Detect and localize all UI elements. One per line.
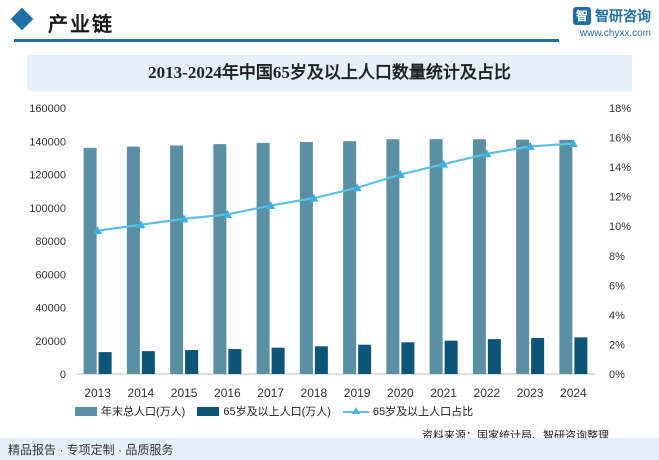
- legend-label-ratio: 65岁及以上人口占比: [372, 406, 474, 418]
- bar-total-2015: [170, 145, 184, 374]
- ratio-point-2023: [525, 141, 535, 150]
- ratio-point-2018: [309, 193, 319, 202]
- bar-total-2024: [559, 139, 573, 374]
- y-right-tick-label: 0%: [609, 369, 625, 381]
- y-left-tick-label: 20000: [35, 336, 66, 348]
- x-tick-label: 2013: [84, 386, 111, 400]
- ratio-line: [97, 142, 574, 232]
- y-right-tick-label: 6%: [609, 280, 625, 292]
- y-right-tick-label: 8%: [609, 251, 625, 263]
- diamond-icon: [10, 7, 34, 31]
- bar-total-2019: [343, 141, 357, 374]
- chart-title-banner: [27, 55, 632, 91]
- ratio-point-2016: [222, 209, 232, 218]
- legend-item-total: 年末总人口(万人): [75, 403, 185, 419]
- y-right-tick-label: 4%: [609, 310, 625, 322]
- bar-elderly-2020: [401, 342, 415, 374]
- x-tick-label: 2024: [560, 386, 587, 400]
- bar-elderly-2022: [487, 339, 501, 374]
- bar-total-2013: [83, 147, 97, 374]
- y-right-tick-label: 16%: [609, 133, 631, 145]
- chart-title: 2013-2024年中国65岁及以上人口数量统计及占比: [148, 63, 511, 82]
- y-left-tick-label: 60000: [35, 269, 66, 281]
- bar-elderly-2024: [574, 337, 588, 374]
- x-tick-label: 2020: [387, 386, 414, 400]
- brand-logo-icon: 智: [573, 7, 591, 25]
- legend-swatch-total: [75, 406, 97, 416]
- y-right-tick-label: 18%: [609, 103, 631, 115]
- bar-total-2017: [256, 142, 270, 374]
- y-left-tick-label: 120000: [29, 170, 66, 182]
- bar-total-2018: [299, 142, 313, 374]
- x-tick-label: 2023: [517, 386, 544, 400]
- brand-name: 智研咨询: [595, 8, 651, 24]
- x-tick-label: 2019: [344, 386, 371, 400]
- x-tick-label: 2016: [214, 386, 241, 400]
- legend-label-elderly: 65岁及以上人口(万人): [223, 406, 331, 418]
- bar-elderly-2023: [531, 337, 545, 374]
- y-right-tick-label: 2%: [609, 339, 625, 351]
- bar-elderly-2016: [228, 349, 242, 374]
- bar-elderly-2013: [98, 352, 112, 374]
- population-chart: 0 20000 40000 60000 80000 100000 120000 140000 1…: [29, 103, 631, 400]
- legend-item-ratio: 65岁及以上人口占比: [342, 403, 474, 419]
- chart-legend: 年末总人口(万人) 65岁及以上人口(万人) 65岁及以上人口占比: [75, 403, 485, 419]
- x-tick-label: 2022: [474, 386, 501, 400]
- x-tick-label: 2014: [128, 386, 155, 400]
- y-right-tick-label: 14%: [609, 162, 631, 174]
- y-left-tick-label: 100000: [29, 203, 66, 215]
- ratio-point-2017: [266, 201, 276, 210]
- legend-swatch-ratio: [342, 406, 369, 416]
- footer-text: 精品报告 · 专项定制 · 品质服务: [8, 443, 174, 457]
- header-bar: 产业链 智 智研咨询 www.chyxx.com: [0, 0, 659, 42]
- bar-elderly-2015: [185, 350, 199, 374]
- legend-swatch-elderly: [197, 406, 220, 416]
- y-right-tick-label: 10%: [609, 221, 631, 233]
- ratio-point-2020: [395, 170, 405, 178]
- bar-elderly-2018: [314, 346, 328, 374]
- bar-total-2022: [472, 139, 486, 374]
- ratio-point-2024: [568, 138, 578, 147]
- y-left-tick-label: 40000: [35, 303, 66, 315]
- section-title: 产业链: [48, 14, 114, 36]
- x-tick-label: 2021: [430, 386, 457, 400]
- legend-item-elderly: 65岁及以上人口(万人): [197, 403, 331, 419]
- bar-total-2021: [429, 139, 443, 374]
- bar-total-2023: [516, 139, 530, 374]
- bar-elderly-2019: [358, 344, 372, 374]
- ratio-point-2014: [136, 220, 146, 229]
- bar-elderly-2017: [271, 347, 285, 374]
- title-underline: [14, 39, 559, 42]
- x-tick-label: 2018: [301, 386, 328, 400]
- legend-label-total: 年末总人口(万人): [101, 406, 186, 418]
- y-left-tick-label: 0: [60, 369, 66, 381]
- y-left-tick-label: 160000: [29, 103, 66, 115]
- y-right-tick-label: 12%: [609, 192, 631, 204]
- ratio-point-2015: [179, 214, 189, 223]
- brand[interactable]: 智 智研咨询 www.chyxx.com: [573, 6, 651, 39]
- brand-url[interactable]: www.chyxx.com: [579, 28, 651, 39]
- x-tick-label: 2017: [257, 386, 284, 400]
- bar-total-2020: [386, 139, 400, 374]
- x-tick-label: 2015: [171, 386, 198, 400]
- bar-total-2014: [126, 146, 140, 374]
- bar-total-2016: [213, 144, 227, 374]
- ratio-point-2021: [439, 159, 449, 168]
- bar-elderly-2014: [141, 351, 155, 374]
- y-left-tick-label: 80000: [35, 236, 66, 248]
- footer-bar: [0, 438, 659, 460]
- ratio-point-2013: [93, 226, 103, 235]
- ratio-point-2022: [482, 149, 492, 158]
- ratio-point-2019: [352, 183, 362, 192]
- y-left-tick-label: 140000: [29, 136, 66, 148]
- bar-elderly-2021: [444, 340, 458, 374]
